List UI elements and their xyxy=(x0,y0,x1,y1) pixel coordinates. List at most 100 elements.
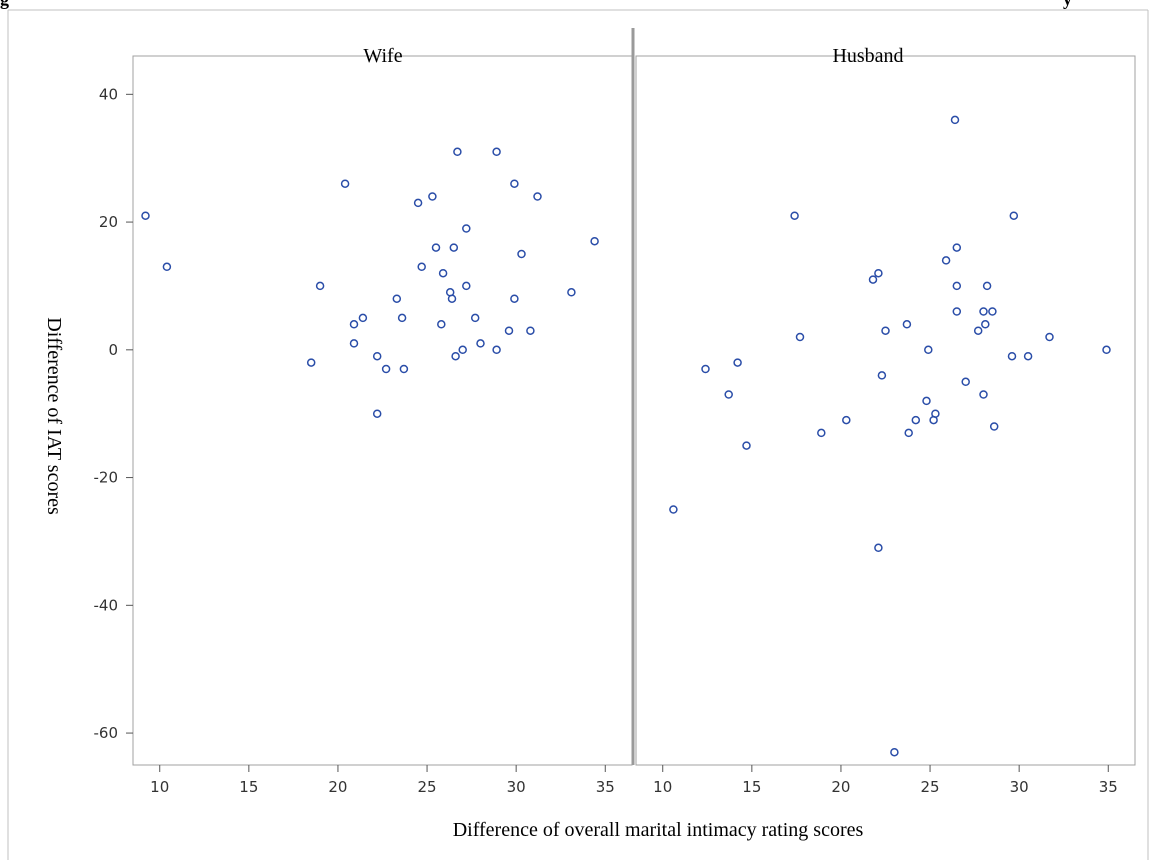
data-point-husband xyxy=(874,543,883,553)
x-tick-label: 10 xyxy=(150,778,169,796)
x-tick-label: 20 xyxy=(328,778,347,796)
data-point-husband xyxy=(982,281,992,291)
x-axis-title: Difference of overall marital intimacy r… xyxy=(453,819,864,841)
data-point-husband xyxy=(742,441,751,450)
data-point-wife xyxy=(372,409,382,418)
data-point-wife xyxy=(417,262,426,272)
data-point-husband xyxy=(989,422,999,431)
y-tick-label: 40 xyxy=(99,85,118,103)
data-point-wife xyxy=(510,179,519,188)
x-tick-label: 35 xyxy=(596,778,615,796)
data-point-wife xyxy=(504,326,514,335)
data-point-wife xyxy=(438,268,448,278)
data-point-wife xyxy=(340,179,350,188)
data-point-husband xyxy=(973,326,983,335)
data-point-wife xyxy=(533,192,542,201)
data-point-husband xyxy=(868,275,878,284)
data-point-wife xyxy=(458,345,467,355)
y-tick-label: -20 xyxy=(94,469,119,487)
panel-frame-husband xyxy=(635,55,1136,766)
data-point-wife xyxy=(397,313,407,323)
data-point-wife xyxy=(526,326,535,335)
x-tick-label: 10 xyxy=(653,778,672,796)
data-point-husband xyxy=(904,428,913,438)
data-point-wife xyxy=(358,313,368,323)
data-point-husband xyxy=(877,371,887,380)
data-point-wife xyxy=(451,351,460,361)
data-point-wife xyxy=(492,147,501,157)
data-point-husband xyxy=(842,415,851,425)
data-point-husband xyxy=(733,358,742,367)
data-point-husband xyxy=(902,320,912,329)
data-point-wife xyxy=(349,339,359,348)
y-tick-label: -60 xyxy=(94,724,119,742)
data-point-wife xyxy=(462,281,471,291)
data-point-wife xyxy=(590,236,599,246)
data-point-husband xyxy=(931,409,940,418)
data-point-wife xyxy=(349,320,359,329)
data-point-husband xyxy=(911,415,921,425)
data-point-wife xyxy=(372,351,382,361)
x-tick-label: 25 xyxy=(921,778,940,796)
data-point-wife xyxy=(315,281,325,291)
data-point-wife xyxy=(428,192,437,201)
y-axis-title: Difference of IAT scores xyxy=(43,317,65,515)
data-point-husband xyxy=(941,256,951,265)
data-point-husband xyxy=(890,747,899,757)
data-point-husband xyxy=(1102,345,1111,355)
data-point-wife xyxy=(567,288,576,297)
x-axis-wife: 10 15 20 25 30 35 xyxy=(150,765,615,796)
data-point-wife xyxy=(517,249,526,259)
data-point-wife xyxy=(162,262,172,272)
data-point-wife xyxy=(449,243,459,252)
points-wife xyxy=(141,147,599,418)
data-point-husband xyxy=(1045,332,1054,342)
data-point-husband xyxy=(701,364,710,374)
data-point-husband xyxy=(924,345,933,355)
data-point-husband xyxy=(874,268,883,278)
data-point-wife xyxy=(141,211,150,220)
data-point-husband xyxy=(881,326,890,335)
data-point-husband xyxy=(1007,351,1017,361)
header-fragment-right: y xyxy=(1063,0,1072,9)
data-point-wife xyxy=(476,339,485,348)
data-point-wife xyxy=(431,243,441,252)
data-point-wife xyxy=(510,294,519,303)
x-tick-label: 25 xyxy=(418,778,437,796)
data-point-wife xyxy=(453,147,462,157)
data-point-husband xyxy=(979,307,988,316)
data-point-husband xyxy=(952,281,962,291)
y-axis: 40 20 0 -20 -40 -60 xyxy=(94,85,133,742)
data-point-husband xyxy=(790,211,799,220)
data-point-husband xyxy=(669,505,678,514)
data-point-wife xyxy=(462,224,471,233)
data-point-husband xyxy=(1023,351,1033,361)
x-tick-label: 30 xyxy=(1010,778,1029,796)
x-tick-label: 20 xyxy=(831,778,850,796)
x-axis-husband: 10 15 20 25 30 35 xyxy=(653,765,1118,796)
x-tick-label: 15 xyxy=(239,778,258,796)
data-point-husband xyxy=(1009,211,1019,220)
x-tick-label: 30 xyxy=(507,778,526,796)
data-point-husband xyxy=(981,320,990,329)
points-husband xyxy=(669,115,1111,757)
y-tick-label: 20 xyxy=(99,213,118,231)
data-point-wife xyxy=(306,358,316,367)
data-point-wife xyxy=(381,364,391,374)
data-point-husband xyxy=(922,396,931,406)
data-point-husband xyxy=(961,377,970,387)
data-point-husband xyxy=(952,307,962,316)
data-point-husband xyxy=(952,243,962,252)
data-point-husband xyxy=(988,307,997,316)
data-point-wife xyxy=(492,345,501,355)
panel-label-husband: Husband xyxy=(832,45,903,67)
x-tick-label: 15 xyxy=(742,778,761,796)
data-point-wife xyxy=(437,320,446,329)
data-point-husband xyxy=(950,115,960,125)
data-point-wife xyxy=(447,294,457,303)
data-point-husband xyxy=(795,332,805,342)
y-tick-label: 0 xyxy=(108,341,118,359)
data-point-husband xyxy=(979,390,988,399)
y-tick-label: -40 xyxy=(94,596,119,614)
